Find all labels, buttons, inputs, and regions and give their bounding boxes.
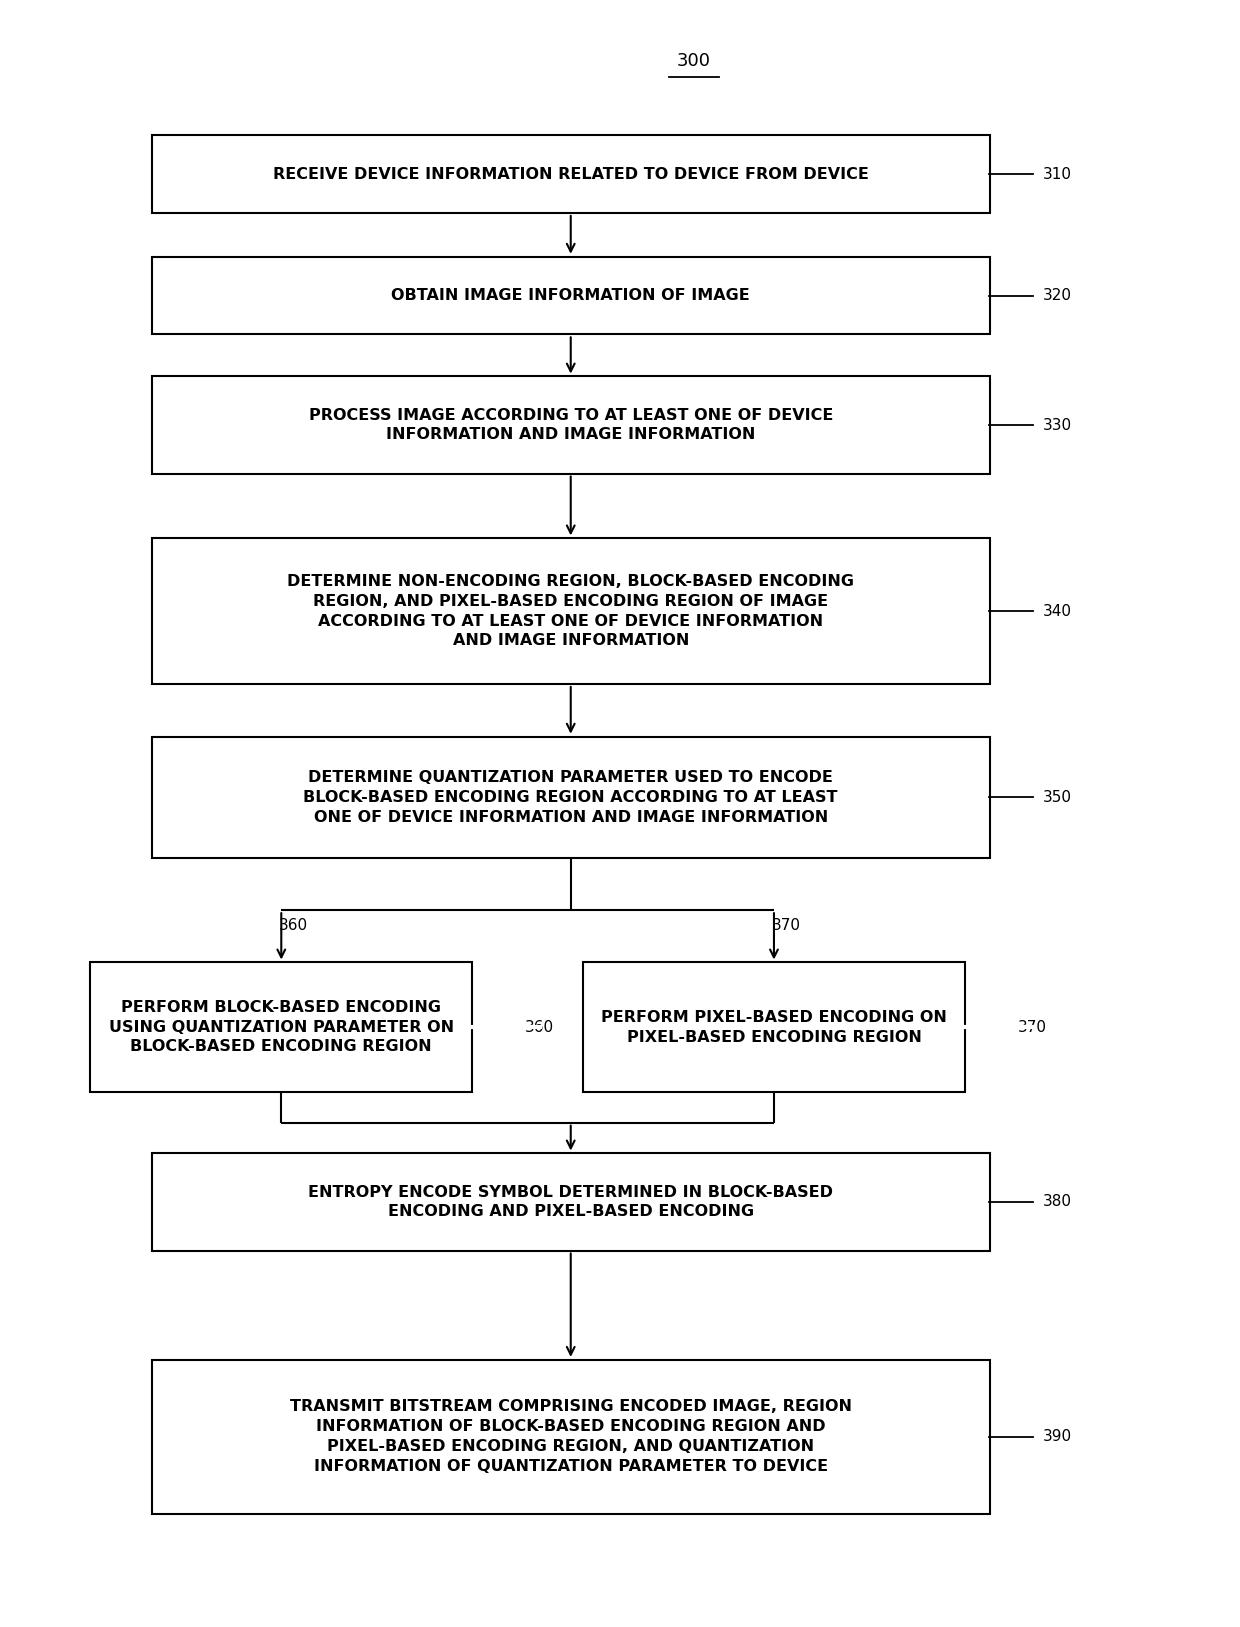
- Text: 300: 300: [677, 52, 711, 70]
- Bar: [153, 539, 990, 683]
- Text: 320: 320: [1043, 288, 1071, 303]
- Text: PERFORM PIXEL-BASED ENCODING ON
PIXEL-BASED ENCODING REGION: PERFORM PIXEL-BASED ENCODING ON PIXEL-BA…: [601, 1010, 947, 1045]
- Text: 310: 310: [1043, 166, 1071, 182]
- Text: PERFORM BLOCK-BASED ENCODING
USING QUANTIZATION PARAMETER ON
BLOCK-BASED ENCODIN: PERFORM BLOCK-BASED ENCODING USING QUANT…: [109, 1001, 454, 1054]
- Text: ENTROPY ENCODE SYMBOL DETERMINED IN BLOCK-BASED
ENCODING AND PIXEL-BASED ENCODIN: ENTROPY ENCODE SYMBOL DETERMINED IN BLOC…: [309, 1184, 833, 1219]
- Text: PROCESS IMAGE ACCORDING TO AT LEAST ONE OF DEVICE
INFORMATION AND IMAGE INFORMAT: PROCESS IMAGE ACCORDING TO AT LEAST ONE …: [309, 408, 833, 443]
- Text: 350: 350: [1043, 789, 1071, 805]
- Text: 370: 370: [1018, 1020, 1047, 1035]
- Text: TRANSMIT BITSTREAM COMPRISING ENCODED IMAGE, REGION
INFORMATION OF BLOCK-BASED E: TRANSMIT BITSTREAM COMPRISING ENCODED IM…: [290, 1399, 852, 1474]
- Bar: [583, 963, 965, 1092]
- Text: 340: 340: [1043, 604, 1071, 618]
- Text: 330: 330: [1043, 418, 1071, 433]
- Bar: [153, 376, 990, 473]
- Text: RECEIVE DEVICE INFORMATION RELATED TO DEVICE FROM DEVICE: RECEIVE DEVICE INFORMATION RELATED TO DE…: [273, 166, 869, 182]
- Bar: [91, 963, 472, 1092]
- Text: 360: 360: [279, 918, 309, 934]
- Text: DETERMINE NON-ENCODING REGION, BLOCK-BASED ENCODING
REGION, AND PIXEL-BASED ENCO: DETERMINE NON-ENCODING REGION, BLOCK-BAS…: [288, 574, 854, 649]
- Bar: [153, 257, 990, 335]
- Text: DETERMINE QUANTIZATION PARAMETER USED TO ENCODE
BLOCK-BASED ENCODING REGION ACCO: DETERMINE QUANTIZATION PARAMETER USED TO…: [304, 770, 838, 825]
- Text: 380: 380: [1043, 1194, 1071, 1209]
- Text: 360: 360: [526, 1020, 554, 1035]
- Text: 390: 390: [1043, 1429, 1071, 1445]
- Bar: [153, 135, 990, 213]
- Bar: [153, 1154, 990, 1251]
- Text: 370: 370: [771, 918, 801, 934]
- Text: OBTAIN IMAGE INFORMATION OF IMAGE: OBTAIN IMAGE INFORMATION OF IMAGE: [392, 288, 750, 303]
- Bar: [153, 1360, 990, 1513]
- Bar: [153, 737, 990, 857]
